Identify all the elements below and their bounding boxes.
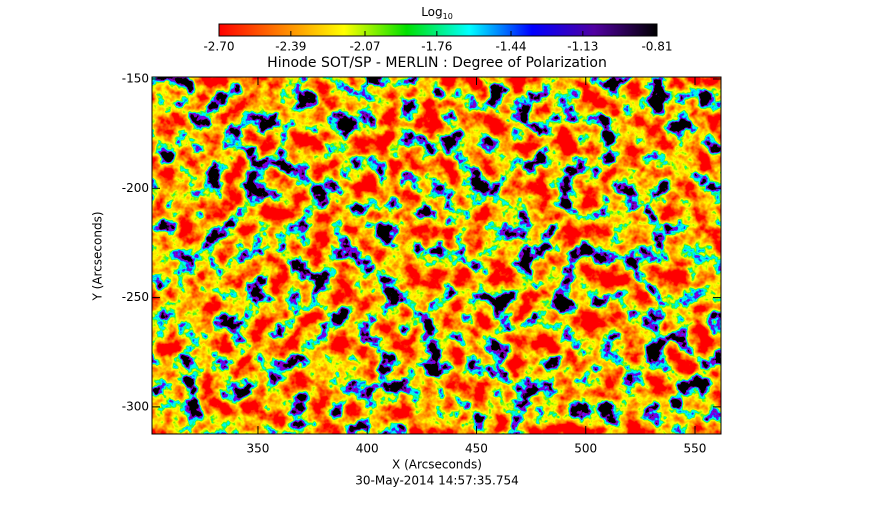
y-tick-label: -200 xyxy=(122,181,149,195)
y-tick-label: -150 xyxy=(122,71,149,85)
colorbar-label: Log10 xyxy=(421,5,453,21)
y-tick-label: -250 xyxy=(122,290,149,304)
x-tick-label: 450 xyxy=(465,442,488,456)
colorbar-tick-label: -2.07 xyxy=(349,40,380,54)
colorbar-tick-label: -2.70 xyxy=(203,40,234,54)
chart-subtitle: 30-May-2014 14:57:35.754 xyxy=(355,474,519,488)
x-tick-label: 500 xyxy=(574,442,597,456)
colorbar-label-text: Log xyxy=(421,5,442,19)
colorbar xyxy=(218,23,658,37)
x-tick-label: 350 xyxy=(247,442,270,456)
colorbar-tick-label: -2.39 xyxy=(275,40,306,54)
colorbar-tick-label: -1.44 xyxy=(495,40,526,54)
x-tick-label: 550 xyxy=(684,442,707,456)
chart-title: Hinode SOT/SP - MERLIN : Degree of Polar… xyxy=(267,55,607,71)
colorbar-tick-label: -0.81 xyxy=(641,40,672,54)
y-axis-label: Y (Arcseconds) xyxy=(91,211,105,301)
plot-frame xyxy=(151,76,722,435)
heatmap-image xyxy=(152,77,721,434)
colorbar-label-sub: 10 xyxy=(443,12,453,21)
colorbar-tick-label: -1.76 xyxy=(421,40,452,54)
x-tick-label: 400 xyxy=(356,442,379,456)
colorbar-tick-label: -1.13 xyxy=(567,40,598,54)
x-axis-label: X (Arcseconds) xyxy=(392,458,482,472)
y-tick-label: -300 xyxy=(122,399,149,413)
